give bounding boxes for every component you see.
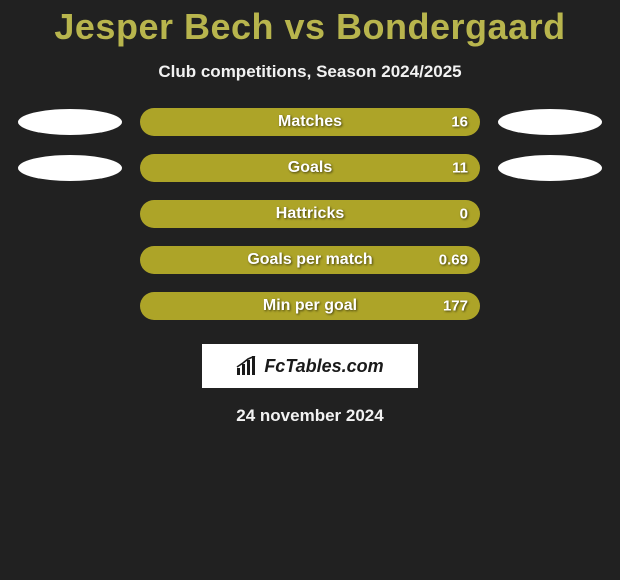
stat-label: Min per goal (263, 297, 357, 315)
stat-label: Goals per match (247, 251, 372, 269)
stat-label: Goals (288, 159, 332, 177)
brand-text: FcTables.com (264, 356, 383, 377)
stat-bar: Min per goal 177 (140, 292, 480, 320)
stat-bar: Hattricks 0 (140, 200, 480, 228)
left-side (10, 155, 130, 181)
stat-row: Goals per match 0.69 (0, 246, 620, 274)
stat-bar: Goals per match 0.69 (140, 246, 480, 274)
stat-bar: Goals 11 (140, 154, 480, 182)
player-ellipse-left (18, 155, 122, 181)
stat-value: 11 (452, 160, 468, 177)
player-ellipse-right (498, 109, 602, 135)
stat-value: 177 (443, 298, 468, 315)
player-ellipse-right (498, 155, 602, 181)
brand-badge[interactable]: FcTables.com (202, 344, 418, 388)
right-side (490, 155, 610, 181)
left-side (10, 109, 130, 135)
comparison-widget: Jesper Bech vs Bondergaard Club competit… (0, 0, 620, 426)
stat-row: Min per goal 177 (0, 292, 620, 320)
stat-label: Matches (278, 113, 342, 131)
stat-value: 16 (451, 114, 468, 131)
subtitle: Club competitions, Season 2024/2025 (0, 62, 620, 82)
stat-row: Hattricks 0 (0, 200, 620, 228)
bar-chart-icon (236, 356, 258, 376)
page-title: Jesper Bech vs Bondergaard (0, 6, 620, 48)
date-label: 24 november 2024 (0, 406, 620, 426)
stat-value: 0 (460, 206, 468, 223)
stat-bar: Matches 16 (140, 108, 480, 136)
player-ellipse-left (18, 109, 122, 135)
stat-label: Hattricks (276, 205, 344, 223)
right-side (490, 109, 610, 135)
stat-rows: Matches 16 Goals 11 Hattricks 0 Goals per matc… (0, 108, 620, 320)
stat-row: Goals 11 (0, 154, 620, 182)
stat-value: 0.69 (439, 252, 468, 269)
stat-row: Matches 16 (0, 108, 620, 136)
